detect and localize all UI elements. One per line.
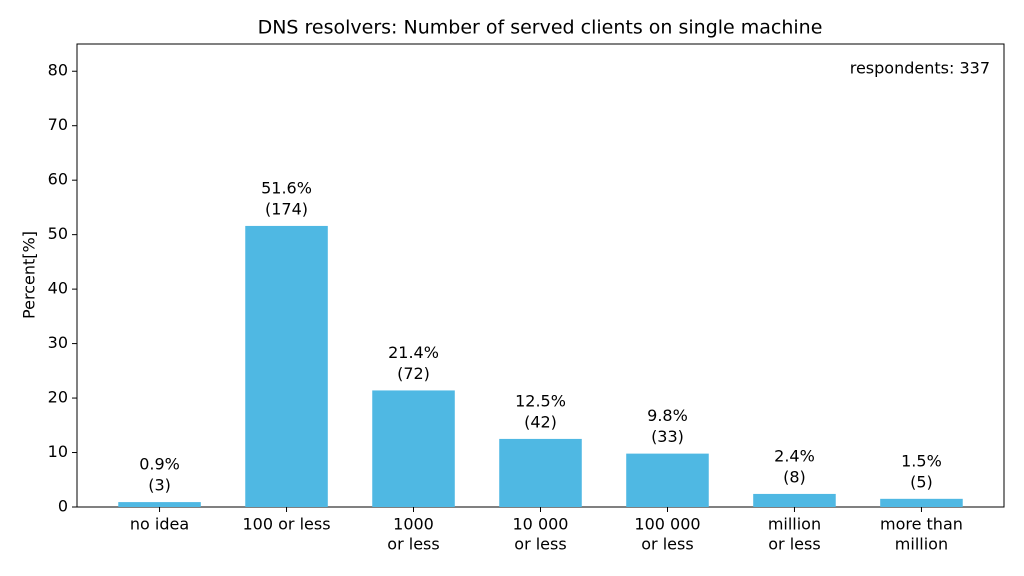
x-tick-label: no idea: [130, 515, 189, 534]
x-tick-label: million: [895, 535, 948, 554]
y-tick-label: 40: [48, 279, 68, 298]
x-tick-label: or less: [768, 535, 820, 554]
count-label: (72): [397, 364, 430, 383]
annotation: respondents: 337: [850, 59, 990, 78]
x-tick-label: million: [768, 515, 821, 534]
x-tick-label: or less: [387, 535, 439, 554]
y-tick-label: 0: [58, 497, 68, 516]
count-label: (33): [651, 427, 684, 446]
y-tick-label: 80: [48, 61, 68, 80]
y-tick-label: 50: [48, 224, 68, 243]
x-tick-label: or less: [641, 535, 693, 554]
count-label: (5): [910, 472, 933, 491]
value-label: 9.8%: [647, 406, 688, 425]
value-label: 12.5%: [515, 391, 566, 410]
x-tick-label: 10 000: [513, 515, 569, 534]
y-tick-label: 70: [48, 115, 68, 134]
bar: [372, 390, 455, 507]
bar: [245, 225, 328, 507]
count-label: (174): [265, 199, 308, 218]
x-tick-label: 100 000: [634, 515, 700, 534]
y-tick-label: 60: [48, 170, 68, 189]
value-label: 21.4%: [388, 343, 439, 362]
y-tick-label: 20: [48, 388, 68, 407]
y-tick-label: 30: [48, 333, 68, 352]
bar: [499, 438, 582, 507]
chart-title: DNS resolvers: Number of served clients …: [258, 17, 823, 39]
value-label: 0.9%: [139, 455, 180, 474]
bar: [626, 453, 709, 507]
bar: [118, 502, 201, 507]
count-label: (42): [524, 412, 557, 431]
value-label: 1.5%: [901, 451, 942, 470]
bar: [880, 498, 963, 507]
bar: [753, 493, 836, 507]
value-label: 2.4%: [774, 446, 815, 465]
count-label: (8): [783, 467, 806, 486]
x-tick-label: more than: [880, 515, 963, 534]
x-tick-label: 100 or less: [243, 515, 331, 534]
y-tick-label: 10: [48, 442, 68, 461]
count-label: (3): [148, 476, 171, 495]
plot-frame: [76, 43, 1005, 508]
value-label: 51.6%: [261, 178, 312, 197]
x-tick-label: 1000: [393, 515, 434, 534]
x-tick-label: or less: [514, 535, 566, 554]
y-axis-label: Percent[%]: [20, 231, 39, 319]
